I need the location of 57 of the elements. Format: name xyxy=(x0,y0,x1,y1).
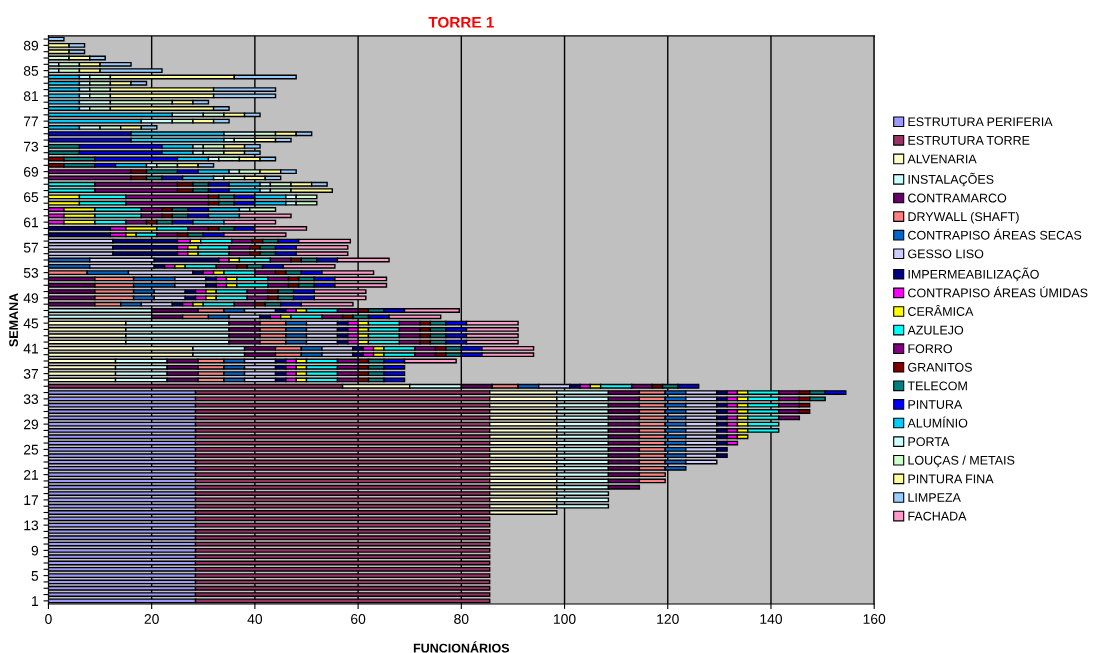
x-tick-label: 0 xyxy=(45,614,52,624)
y-tick-label: 33 xyxy=(23,394,39,405)
y-axis-title: SEMANA xyxy=(9,293,19,347)
y-tick-label: 13 xyxy=(24,520,39,531)
legend-label: PORTA xyxy=(908,437,950,447)
legend-label: AZULEJO xyxy=(907,325,964,335)
legend-label: PINTURA xyxy=(908,400,963,409)
y-tick-label: 65 xyxy=(23,192,39,203)
y-tick-label: 89 xyxy=(23,40,39,51)
legend-label: IMPERMEABILIZAÇÃO xyxy=(908,267,1039,282)
legend-label: DRYWALL (SHAFT) xyxy=(908,211,1019,224)
chart-title: TORRE 1 xyxy=(428,16,494,28)
legend-label: GESSO LISO xyxy=(908,249,984,259)
x-tick-label: 160 xyxy=(863,614,886,624)
legend-label: ALUMÍNIO xyxy=(907,416,968,428)
x-axis-title: FUNCIONÁRIOS xyxy=(413,641,510,653)
y-tick-label: 45 xyxy=(23,318,39,329)
legend-label: CONTRAPISO ÁREAS ÚMIDAS xyxy=(908,286,1088,298)
x-tick-label: 140 xyxy=(760,614,783,624)
y-tick-label: 5 xyxy=(31,571,39,581)
y-tick-label: 85 xyxy=(23,65,39,76)
y-tick-label: 81 xyxy=(23,91,39,102)
x-tick-label: 40 xyxy=(247,614,263,624)
y-tick-label: 17 xyxy=(24,495,39,505)
y-tick-label: 49 xyxy=(23,293,39,304)
legend-label: LOUÇAS / METAIS xyxy=(908,455,1015,468)
x-tick-label: 20 xyxy=(144,614,159,624)
y-tick-label: 57 xyxy=(23,242,39,253)
x-tick-label: 60 xyxy=(351,614,366,624)
legend-label: INSTALAÇÕES xyxy=(908,172,994,187)
y-tick-label: 53 xyxy=(23,267,39,278)
y-tick-label: 9 xyxy=(31,545,39,556)
legend-label: CONTRAPISO ÁREAS SECAS xyxy=(908,228,1082,240)
y-tick-label: 25 xyxy=(23,444,39,455)
legend-label: PINTURA FINA xyxy=(908,474,994,484)
legend-label: FACHADA xyxy=(908,511,967,521)
legend-label: GRANITOS xyxy=(908,362,972,372)
y-tick-label: 29 xyxy=(23,419,39,430)
legend-label: FORRO xyxy=(908,344,952,354)
legend-label: ESTRUTURA PERIFERIA xyxy=(908,117,1053,127)
y-tick-label: 69 xyxy=(23,166,39,177)
legend-label: ALVENARIA xyxy=(907,154,977,164)
y-tick-label: 37 xyxy=(23,368,39,379)
y-tick-label: 73 xyxy=(23,141,39,152)
x-tick-label: 120 xyxy=(657,614,679,624)
y-tick-label: 77 xyxy=(23,116,39,127)
legend-label: CERÂMICA xyxy=(908,304,974,316)
legend-label: LIMPEZA xyxy=(908,493,961,502)
legend-label: CONTRAMARCO xyxy=(908,193,1007,203)
y-tick-label: 21 xyxy=(23,469,39,480)
legend-label: TELECOM xyxy=(907,381,967,391)
legend-label: ESTRUTURA TORRE xyxy=(908,135,1030,145)
y-tick-label: 41 xyxy=(23,343,39,354)
x-tick-label: 80 xyxy=(454,614,469,624)
y-tick-label: 1 xyxy=(32,596,39,606)
y-tick-label: 61 xyxy=(23,217,39,228)
x-tick-label: 100 xyxy=(554,614,576,624)
